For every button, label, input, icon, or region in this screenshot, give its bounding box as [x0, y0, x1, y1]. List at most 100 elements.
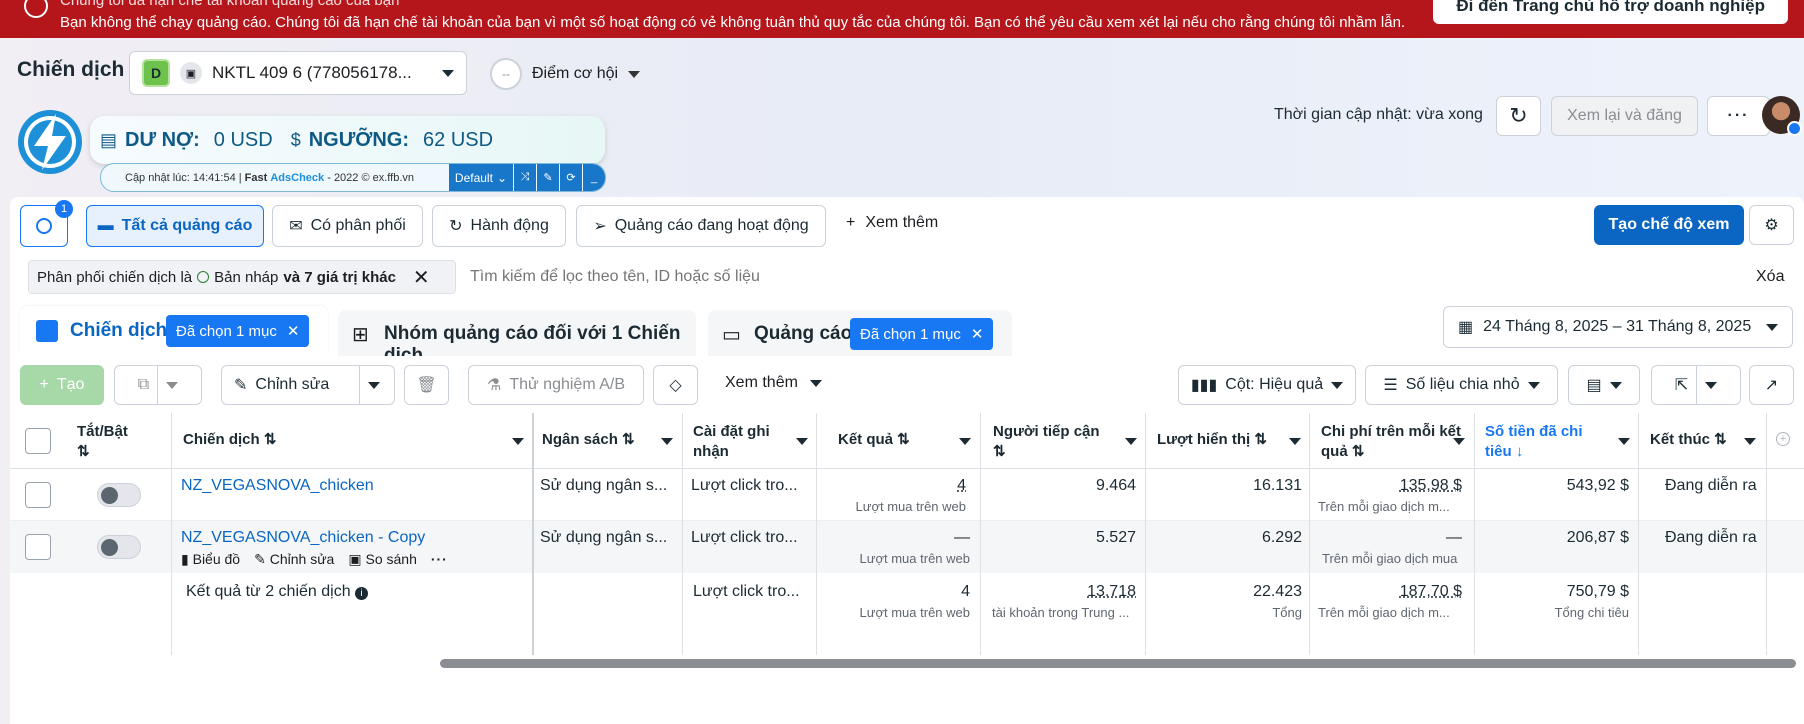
summary-reach[interactable]: 13.718	[1087, 583, 1136, 600]
review-publish-button[interactable]: Xem lại và đăng	[1551, 96, 1698, 136]
export-button[interactable]: ⇱	[1651, 365, 1741, 405]
minimize-icon[interactable]: _	[583, 164, 605, 191]
campaign-name-link[interactable]: NZ_VEGASNOVA_chicken - Copy	[181, 529, 426, 546]
campaign-name-link[interactable]: NZ_VEGASNOVA_chicken	[181, 477, 374, 494]
campaign-toggle[interactable]	[97, 483, 141, 507]
compare-action[interactable]: ▣ So sánh	[348, 551, 417, 567]
horizontal-scrollbar[interactable]	[440, 659, 1796, 668]
actions-button[interactable]: ↻ Hành động	[432, 205, 566, 247]
more-options-button[interactable]: ···	[1707, 96, 1770, 136]
clear-filters-button[interactable]: Xóa	[1756, 268, 1785, 285]
budget-cell: Sử dụng ngân s...	[540, 529, 668, 546]
select-all-checkbox[interactable]	[25, 428, 51, 454]
header-impressions[interactable]: Lượt hiển thị ⇅	[1157, 431, 1267, 448]
inbox-icon: ✉	[289, 218, 303, 235]
summary-amount-spent: 750,79 $	[1566, 583, 1629, 600]
tag-icon: ◇	[669, 377, 682, 394]
remove-filter-icon[interactable]: ✕	[412, 266, 430, 289]
preset-select[interactable]: Default ⌄	[448, 164, 513, 191]
close-icon[interactable]: ✕	[286, 323, 300, 340]
flask-icon: ⚗	[487, 377, 502, 394]
delete-button[interactable]: 🗑	[404, 365, 449, 405]
columns-button[interactable]: ▮▮▮ Cột: Hiệu quả	[1178, 365, 1356, 405]
table-row[interactable]	[10, 469, 1804, 521]
row-checkbox[interactable]	[25, 534, 51, 560]
reach-value: 5.527	[1095, 529, 1136, 546]
tag-button[interactable]: ◇	[653, 365, 698, 405]
info-icon[interactable]: i	[355, 587, 369, 600]
chevron-down-icon[interactable]	[512, 438, 524, 445]
filter-search-input[interactable]	[470, 260, 1700, 294]
header-reach[interactable]: Người tiếp cận ⇅	[993, 423, 1100, 460]
chevron-down-icon[interactable]	[1744, 438, 1756, 445]
account-selector[interactable]: D ▣ NKTL 409 6 (778056178...	[129, 51, 467, 95]
refresh-icon: ↻	[1509, 103, 1528, 128]
all-ads-button[interactable]: ▬ Tất cả quảng cáo	[86, 205, 264, 247]
active-ads-button[interactable]: ➢ Quảng cáo đang hoạt động	[576, 205, 826, 247]
breakdown-button[interactable]: ☰ Số liệu chia nhỏ	[1365, 365, 1558, 405]
summary-cost-per-result-sub: Trên mỗi giao dịch m...	[1318, 605, 1450, 620]
date-range-picker[interactable]: ▦ 24 Tháng 8, 2025 – 31 Tháng 8, 2025	[1443, 306, 1793, 348]
header-amount-spent[interactable]: Số tiền đã chi tiêu ↓	[1485, 423, 1583, 460]
chevron-down-icon	[1609, 381, 1622, 389]
edit-icon[interactable]: ✎	[537, 164, 559, 191]
cost-per-result-value[interactable]: 135,98 $	[1399, 477, 1462, 494]
avatar[interactable]	[1762, 96, 1802, 136]
summary-cost-per-result[interactable]: 187,70 $	[1399, 583, 1462, 600]
refresh-button[interactable]: ↻	[1496, 96, 1541, 136]
chevron-down-icon[interactable]	[1289, 438, 1301, 445]
support-home-button[interactable]: Đi đến Trang chủ hỗ trợ doanh nghiệp	[1433, 0, 1788, 24]
pencil-icon: ✎	[254, 551, 266, 567]
tab-ads[interactable]: ▭ Quảng cáo Đã chọn 1 mục ✕	[708, 310, 1012, 356]
chart-button[interactable]: ↗	[1749, 365, 1794, 405]
chevron-down-icon[interactable]	[1618, 438, 1630, 445]
edit-button[interactable]: ✎ Chỉnh sửa	[221, 365, 395, 405]
create-button[interactable]: + Tạo	[20, 365, 104, 405]
debt-value: 0 USD	[213, 128, 273, 151]
sync-icon[interactable]: ⟳	[560, 164, 582, 191]
toolbar-more-button[interactable]: Xem thêm	[725, 374, 822, 392]
edit-action[interactable]: ✎ Chỉnh sửa	[254, 551, 335, 567]
chevron-down-icon	[1766, 323, 1778, 331]
add-column-icon[interactable]: +	[1776, 432, 1790, 446]
reports-button[interactable]: ▤	[1568, 365, 1640, 405]
chevron-down-icon[interactable]	[1453, 438, 1465, 445]
attribution-cell: Lượt click tro...	[691, 529, 798, 546]
ab-test-button[interactable]: ⚗ Thử nghiệm A/B	[468, 365, 644, 405]
ads-selected-pill[interactable]: Đã chọn 1 mục ✕	[850, 318, 994, 350]
header-toggle[interactable]: Tắt/Bật ⇅	[77, 423, 128, 460]
campaign-icon	[36, 320, 58, 342]
chevron-down-icon[interactable]	[796, 438, 808, 445]
duplicate-button[interactable]: ⧉	[114, 365, 202, 405]
view-settings-button[interactable]: ⚙	[1749, 205, 1794, 245]
header-results[interactable]: Kết quả ⇅	[838, 431, 910, 448]
filter-chip[interactable]: Phân phối chiến dịch là Bản nháp và 7 gi…	[28, 260, 456, 294]
create-view-button[interactable]: Tạo chế độ xem	[1594, 205, 1744, 245]
more-actions-icon[interactable]: ···	[430, 551, 448, 567]
results-value[interactable]: 4	[957, 477, 966, 494]
chevron-down-icon[interactable]	[959, 438, 971, 445]
amount-spent-value: 206,87 $	[1566, 529, 1629, 546]
chevron-down-icon[interactable]	[1125, 438, 1137, 445]
row-checkbox[interactable]	[25, 482, 51, 508]
close-icon[interactable]: ✕	[970, 326, 984, 343]
header-attribution[interactable]: Cài đặt ghi nhận	[693, 423, 770, 460]
chart-action[interactable]: ▮ Biểu đồ	[181, 551, 241, 567]
table-row[interactable]	[10, 521, 1804, 573]
opportunity-score[interactable]: -- Điểm cơ hội	[490, 58, 641, 90]
campaigns-selected-pill[interactable]: Đã chọn 1 mục ✕	[166, 315, 310, 347]
campaign-toggle[interactable]	[97, 535, 141, 559]
header-budget[interactable]: Ngân sách ⇅	[542, 431, 635, 448]
header-cost-per-result[interactable]: Chi phí trên mỗi kết quả ⇅	[1321, 423, 1462, 460]
row-actions: ▮ Biểu đồ ✎ Chỉnh sửa ▣ So sánh ···	[181, 551, 448, 568]
tab-adsets[interactable]: ⊞ Nhóm quảng cáo đối với 1 Chiến dịch	[338, 310, 696, 366]
chevron-down-icon[interactable]	[661, 438, 673, 445]
more-filters-button[interactable]: + Xem thêm	[846, 214, 939, 231]
delivering-button[interactable]: ✉ Có phân phối	[272, 205, 423, 247]
search-button[interactable]: 1	[20, 200, 73, 247]
shuffle-icon[interactable]: ⤨	[514, 164, 536, 191]
tab-campaigns[interactable]: Chiến dịch Đã chọn 1 mục ✕	[20, 306, 328, 356]
header-ends[interactable]: Kết thúc ⇅	[1650, 431, 1727, 448]
account-badge: D	[142, 59, 170, 87]
header-campaign[interactable]: Chiến dịch ⇅	[183, 431, 277, 448]
